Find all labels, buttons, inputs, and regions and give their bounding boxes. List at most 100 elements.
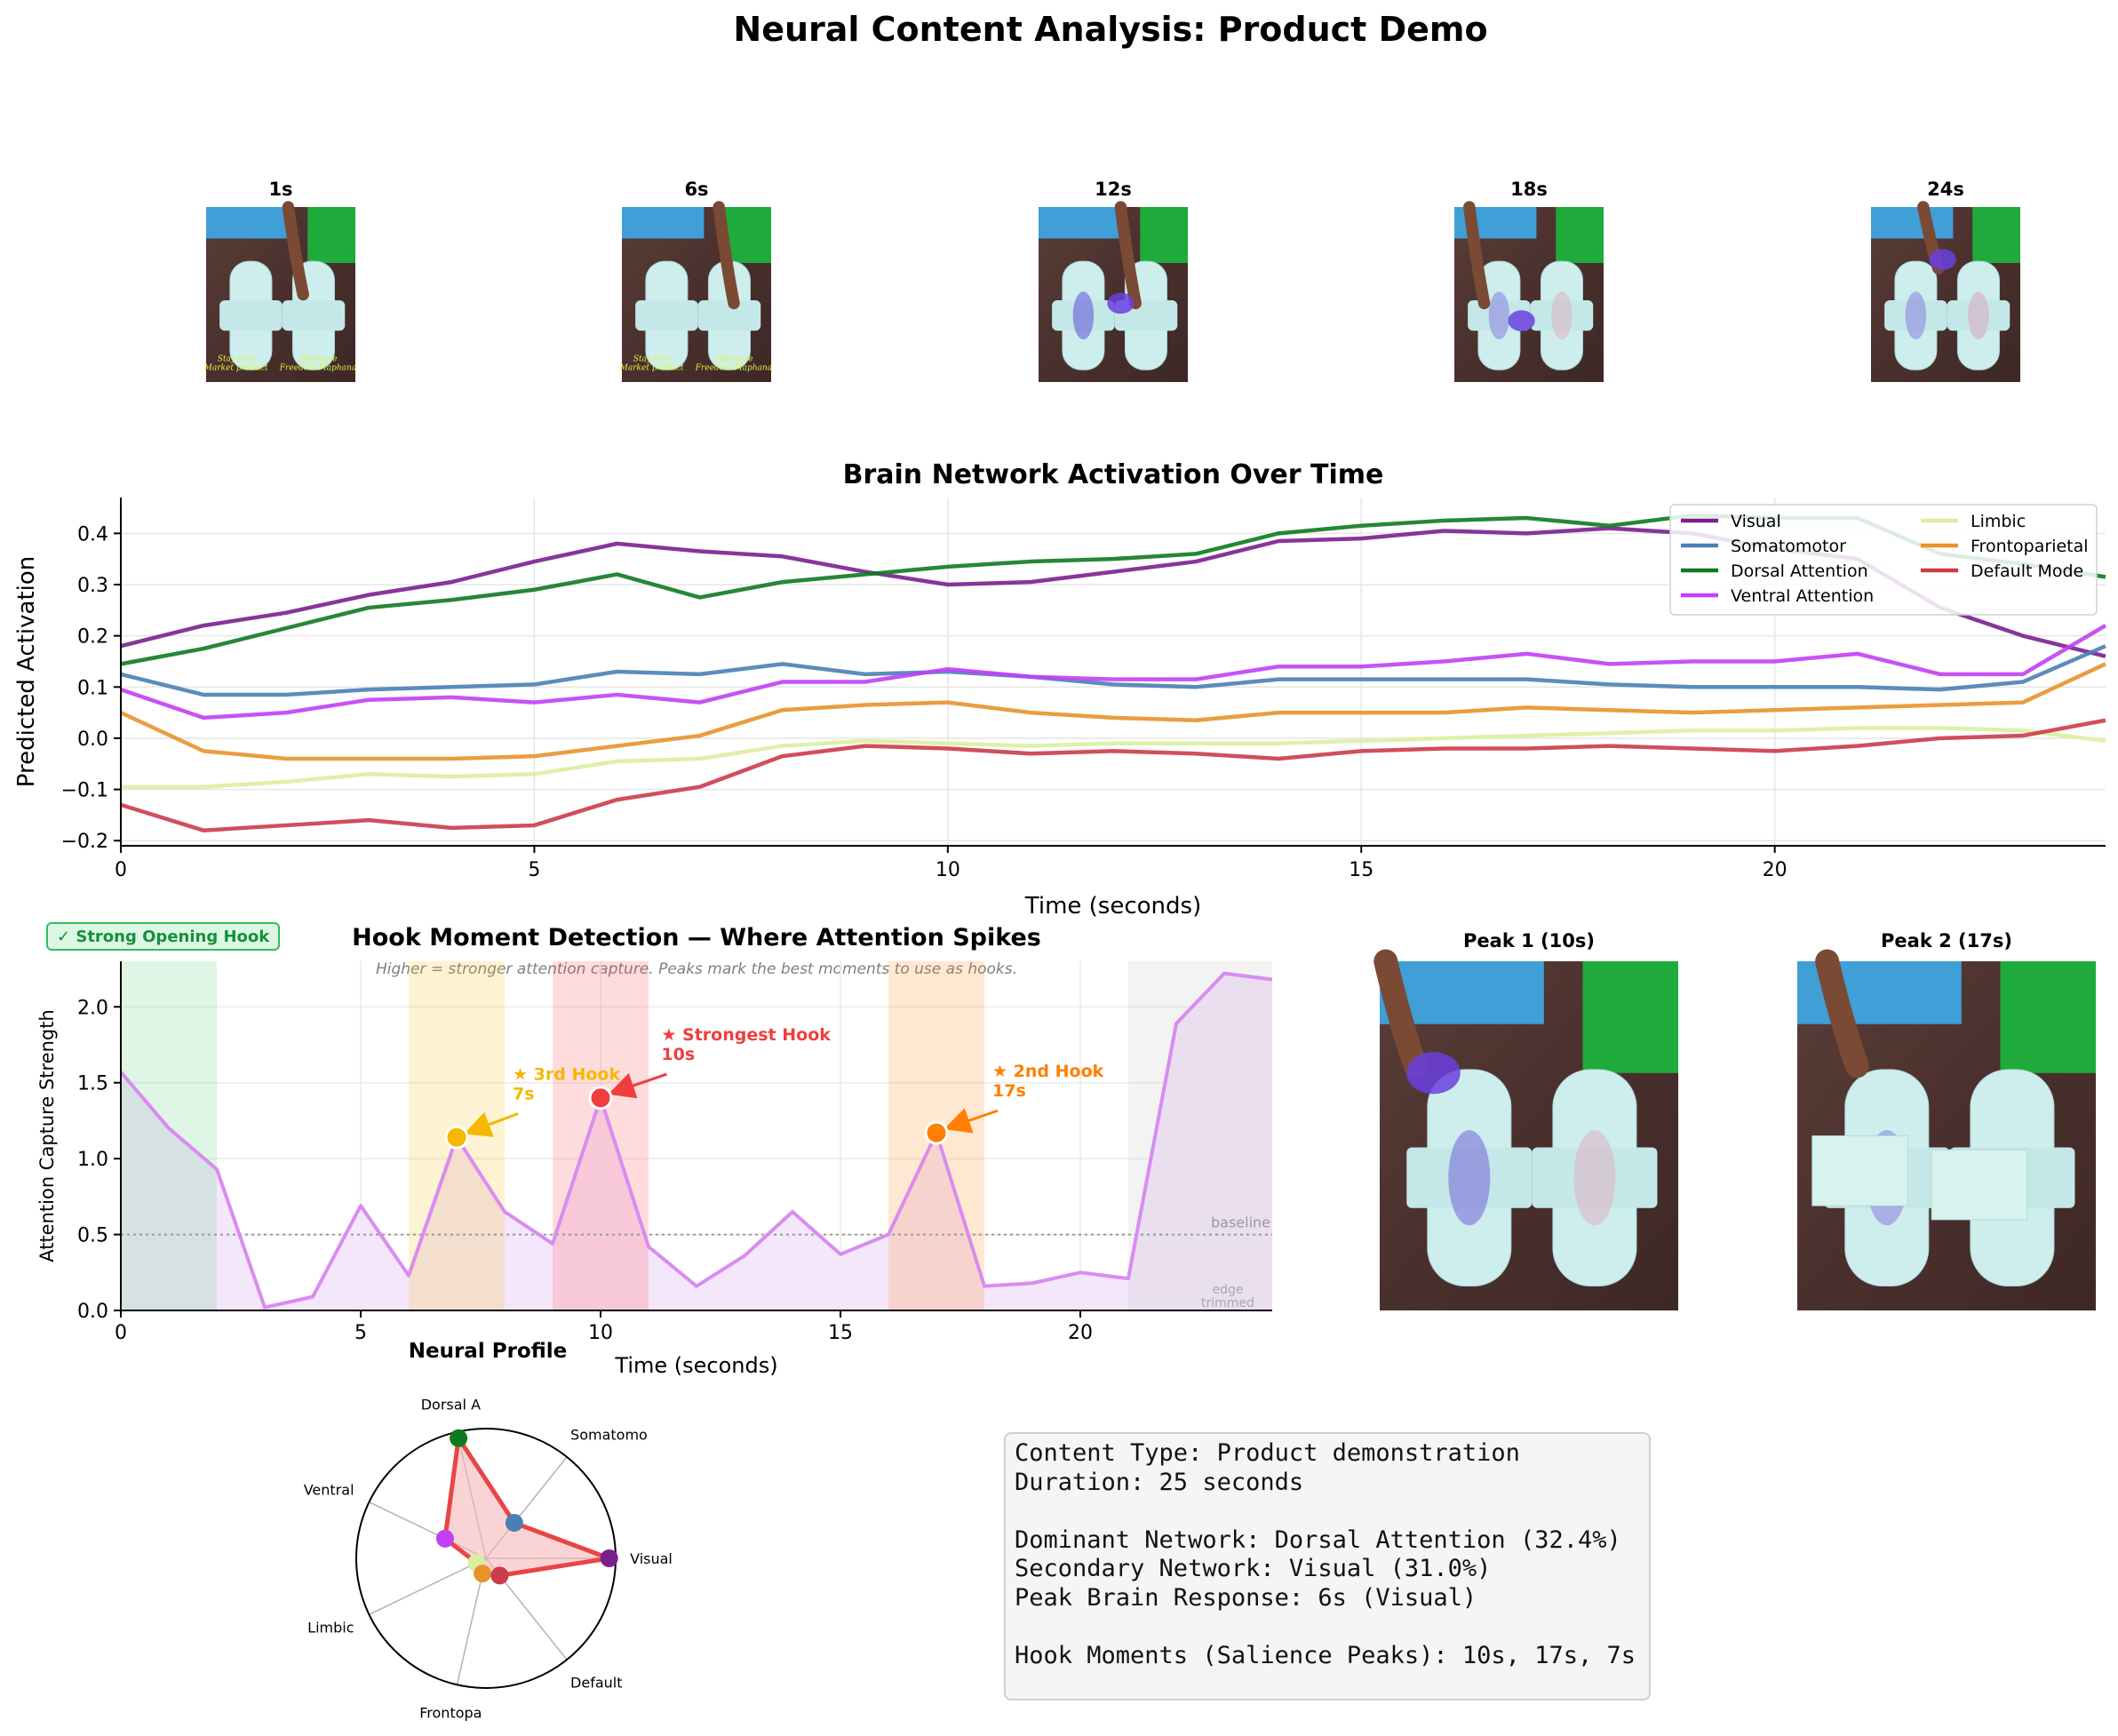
radar-axis-label: Limbic	[307, 1619, 354, 1636]
liquid-cup	[1406, 1052, 1461, 1095]
figure-title: Neural Content Analysis: Product Demo	[733, 10, 1487, 49]
pad-wing	[635, 300, 698, 331]
package-blue	[1039, 207, 1121, 239]
radar-spoke	[369, 1557, 487, 1616]
package-green	[1140, 207, 1188, 264]
package-blue	[1871, 207, 1954, 239]
activation-chart: Brain Network Activation Over Time 0 5 10 15…	[13, 459, 2107, 920]
package-green	[1556, 207, 1604, 264]
series-line-ventral-attention	[120, 624, 2107, 721]
radar-point-dorsal-a	[450, 1429, 468, 1447]
x-tick-label: 10	[588, 1322, 613, 1344]
legend-label: Dorsal Attention	[1731, 561, 1868, 581]
thumbnail-label: 12s	[1095, 179, 1132, 200]
x-tick-label: 15	[828, 1322, 853, 1344]
y-tick-label: 0.1	[77, 677, 108, 699]
pad-stain	[1488, 291, 1510, 340]
thumbnail-caption-left: Stay free Market product	[203, 354, 268, 372]
hook-arrow	[944, 1108, 999, 1134]
liquid-cup	[1508, 310, 1535, 331]
highlight-region	[121, 961, 217, 1310]
hook-chart: Hook Moment Detection — Where Attention …	[36, 924, 1273, 1378]
package-green	[1582, 961, 1678, 1073]
y-tick-label: −0.2	[61, 831, 108, 853]
x-tick-label: 0	[115, 1322, 127, 1344]
liquid-cup	[1107, 292, 1135, 315]
activation-ylabel: Predicted Activation	[13, 556, 40, 787]
neural-profile-radar: Neural Profile Visual Somatomo Dorsal A Vent…	[304, 1340, 673, 1722]
series-line-default-mode	[120, 718, 2106, 832]
package-blue	[622, 207, 705, 239]
package-green	[2000, 961, 2096, 1073]
liquid-cup	[1929, 249, 1956, 270]
peak-frame-label: Peak 2 (17s)	[1881, 930, 2012, 952]
summary-line: Dominant Network: Dorsal Attention (32.4…	[1015, 1525, 1621, 1554]
peak-frame-2: Peak 2 (17s)	[1797, 930, 2096, 1310]
radar-title: Neural Profile	[409, 1340, 568, 1363]
y-tick-label: 0.4	[77, 523, 108, 545]
edge-trimmed-note: edge trimmed	[1201, 1283, 1254, 1310]
thumbnail-label: 6s	[684, 179, 708, 200]
y-tick-label: 0.5	[77, 1225, 108, 1247]
y-tick-label: 1.0	[77, 1149, 108, 1171]
thumbnail-1s: 1s Stay free Market product Medicare Freedom…	[203, 179, 356, 382]
activation-title: Brain Network Activation Over Time	[843, 459, 1384, 490]
summary-line: Duration: 25 seconds	[1015, 1468, 1304, 1496]
hook-marker	[924, 1120, 949, 1145]
thumbnail-caption-left: Stay free Market product	[619, 354, 684, 372]
radar-point-ventral	[435, 1529, 454, 1548]
hand	[1374, 949, 1428, 1079]
y-tick-label: 2.0	[77, 997, 108, 1019]
thumbnail-label: 24s	[1927, 179, 1964, 200]
hook-marker	[588, 1086, 613, 1111]
series-line-frontoparietal	[120, 662, 2106, 761]
thumbnail-caption-right: Medicare Freedom Maphana	[695, 354, 772, 372]
legend-label: Limbic	[1971, 512, 2026, 531]
hook-annotation: ★ 3rd Hook 7s	[513, 1065, 620, 1104]
legend-box	[1669, 504, 2098, 616]
highlight-region	[553, 961, 649, 1310]
legend-label: Frontoparietal	[1971, 537, 2089, 556]
radar-point-somatomo	[505, 1514, 523, 1533]
hand	[1815, 949, 1869, 1079]
hand	[713, 201, 740, 310]
x-tick-label: 5	[528, 859, 540, 881]
legend-label: Somatomotor	[1731, 537, 1846, 556]
thumbnail-24s: 24s	[1871, 179, 2020, 382]
thumbnail-18s: 18s	[1454, 179, 1604, 382]
y-tick-label: 0.0	[77, 1301, 108, 1323]
hand	[1114, 201, 1142, 310]
baseline-label: baseline	[1211, 1214, 1270, 1231]
hook-arrow	[608, 1072, 667, 1099]
y-tick-label: 0.2	[77, 626, 108, 649]
pad-stain	[1905, 291, 1927, 340]
radar-point-frontopa	[474, 1565, 492, 1583]
hook-title: Hook Moment Detection — Where Attention …	[352, 924, 1041, 952]
series-line-limbic	[121, 726, 2106, 789]
thumbnail-6s: 6s Stay free Market product Medicare Freedom…	[619, 179, 772, 382]
package-green	[1972, 207, 2020, 264]
legend-label: Ventral Attention	[1731, 586, 1874, 606]
summary-line: Secondary Network: Visual (31.0%)	[1015, 1555, 1492, 1582]
hook-arrow	[464, 1111, 519, 1137]
pad-wrapper	[1931, 1149, 2028, 1221]
pad-stain	[1448, 1130, 1491, 1226]
activation-xlabel: Time (seconds)	[1024, 893, 1201, 920]
x-tick-label: 20	[1068, 1322, 1093, 1344]
radar-axis-label: Frontopa	[419, 1705, 482, 1722]
thumbnail-label: 18s	[1510, 179, 1548, 200]
radar-axis-label: Somatomo	[570, 1427, 648, 1444]
hook-area-fill	[121, 973, 1272, 1310]
hook-line	[119, 971, 1273, 1310]
thumbnail-12s: 12s	[1039, 179, 1188, 382]
thumbnail-label: 1s	[268, 179, 292, 200]
summary-line	[1015, 1613, 1640, 1642]
radar-axis-label: Ventral	[304, 1482, 354, 1499]
radar-point-default	[490, 1566, 509, 1585]
hook-subtitle: Higher = stronger attention capture. Pea…	[376, 960, 1017, 978]
pad-wing	[219, 300, 283, 331]
peak-frame-label: Peak 1 (10s)	[1463, 930, 1595, 952]
x-tick-label: 15	[1349, 859, 1374, 881]
legend-label: Visual	[1731, 512, 1781, 531]
